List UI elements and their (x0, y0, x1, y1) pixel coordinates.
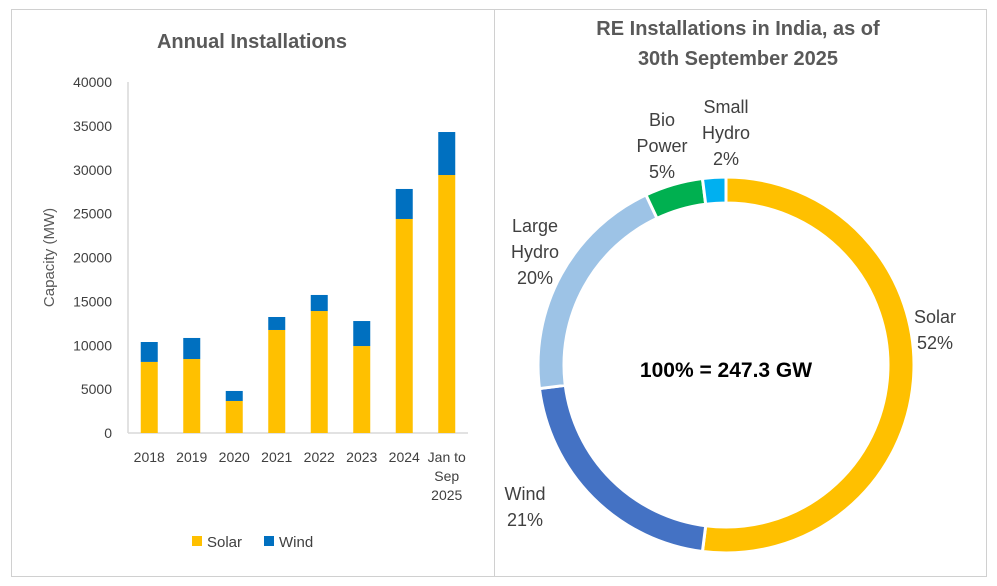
slice-label: Hydro (702, 123, 750, 143)
x-tick-label: 2018 (134, 449, 165, 465)
y-tick-label: 15000 (73, 293, 112, 309)
slice-percent: 52% (917, 333, 953, 353)
legend-swatch-solar (192, 536, 202, 546)
y-axis-label: Capacity (MW) (41, 208, 58, 307)
slice-label: Wind (504, 484, 545, 504)
bar-solar (353, 346, 371, 433)
bar-wind (183, 337, 201, 360)
slice-percent: 5% (649, 162, 675, 182)
donut-chart: RE Installations in India, as of 30th Sep… (504, 18, 956, 555)
y-tick-label: 20000 (73, 250, 112, 266)
y-tick-label: 30000 (73, 162, 112, 178)
chart-title: 30th September 2025 (638, 48, 838, 70)
bar-solar (225, 400, 243, 433)
bar-wind (140, 342, 158, 362)
x-tick-label: 2021 (261, 449, 292, 465)
y-tick-label: 35000 (73, 118, 112, 134)
x-tick-label: 2024 (389, 449, 420, 465)
bar-chart: Annual Installations Capacity (MW) 0 5000 10… (41, 31, 468, 551)
bar-wind (353, 321, 371, 347)
bar-wind (268, 316, 286, 330)
slice-percent: 21% (507, 510, 543, 530)
x-tick-label: 2019 (176, 449, 207, 465)
slice-small-hydro (700, 175, 728, 206)
legend-label: Wind (279, 534, 313, 551)
y-tick-label: 0 (104, 425, 112, 441)
legend-label: Solar (207, 534, 242, 551)
bar-wind (310, 294, 328, 312)
center-total-label: 100% = 247.3 GW (640, 359, 812, 382)
slice-label: Bio (649, 110, 675, 130)
x-tick-label: 2020 (219, 449, 250, 465)
bar-solar (395, 218, 413, 433)
bar-solar (140, 361, 158, 433)
chart-title: Annual Installations (157, 31, 347, 53)
slice-percent: 2% (713, 149, 739, 169)
slice-label: Power (636, 136, 687, 156)
slice-label: Solar (914, 307, 956, 327)
bar-wind (438, 132, 456, 176)
x-tick-label: 2022 (304, 449, 335, 465)
bar-chart-panel: Annual Installations Capacity (MW) 0 5000 10… (11, 9, 495, 577)
y-tick-label: 5000 (81, 381, 112, 397)
y-tick-label: 10000 (73, 337, 112, 353)
slice-label: Hydro (511, 242, 559, 262)
bar-solar (310, 311, 328, 433)
bar-wind (225, 390, 243, 401)
slice-wind (537, 383, 708, 554)
bar-solar (183, 359, 201, 433)
bar-wind (395, 188, 413, 219)
bar-solar (438, 175, 456, 433)
slice-label: Large (512, 216, 558, 236)
bar-solar (268, 329, 286, 433)
x-tick-label: Jan to (428, 449, 466, 465)
slice-percent: 20% (517, 268, 553, 288)
slice-label: Small (703, 97, 748, 117)
x-tick-label: 2025 (431, 487, 462, 503)
x-tick-label: 2023 (346, 449, 377, 465)
slice-bio-power (643, 176, 708, 221)
donut-chart-panel: RE Installations in India, as of 30th Sep… (494, 9, 987, 577)
y-tick-label: 40000 (73, 74, 112, 90)
y-tick-label: 25000 (73, 206, 112, 222)
legend-swatch-wind (264, 536, 274, 546)
chart-title: RE Installations in India, as of (596, 18, 880, 40)
x-tick-label: Sep (434, 468, 459, 484)
